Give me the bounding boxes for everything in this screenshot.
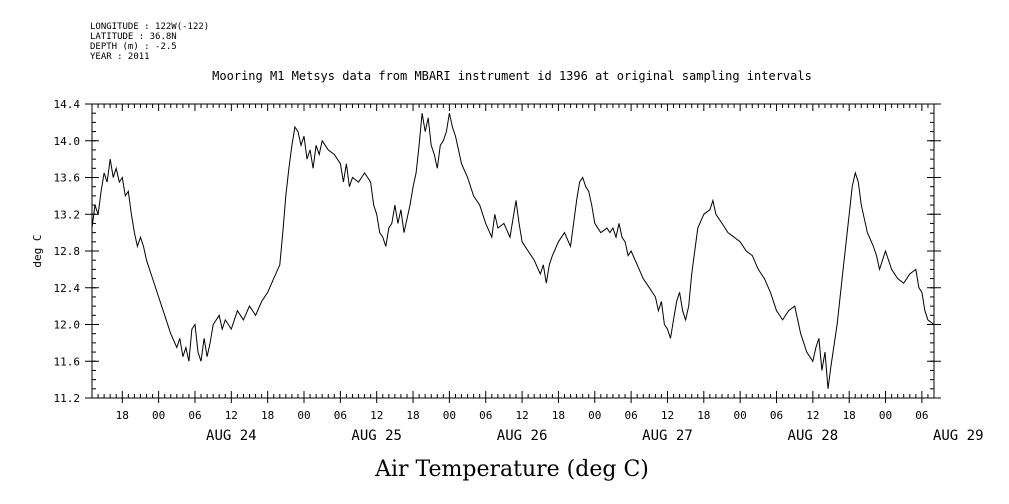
x-hour-label: 00 xyxy=(443,409,456,422)
x-hour-label: 12 xyxy=(515,409,528,422)
y-axis-label: deg C xyxy=(31,234,44,267)
series-layer xyxy=(91,113,935,389)
y-tick-label: 13.2 xyxy=(54,208,81,221)
x-day-label: AUG 25 xyxy=(351,428,402,444)
y-tick-label: 12.8 xyxy=(54,245,81,258)
y-tick-label: 11.2 xyxy=(54,392,81,405)
x-day-label: AUG 29 xyxy=(933,428,984,444)
longitude-label: LONGITUDE : 122W(-122) xyxy=(90,22,209,32)
x-axis: 18 00 06 12 18 00 06 12 18 00 06 12 18 00 06 12 18 00 06 12… xyxy=(91,104,984,444)
x-hour-label: 18 xyxy=(406,409,419,422)
depth-label: DEPTH (m) : -2.5 xyxy=(90,42,177,52)
x-hour-label: 06 xyxy=(479,409,492,422)
x-hour-label: 12 xyxy=(370,409,383,422)
x-hour-label: 18 xyxy=(552,409,565,422)
x-hour-label: 06 xyxy=(188,409,201,422)
x-hour-label: 00 xyxy=(297,409,310,422)
y-tick-label: 12.0 xyxy=(54,319,81,332)
x-hour-label: 18 xyxy=(261,409,274,422)
x-hour-label: 18 xyxy=(697,409,710,422)
x-day-label: AUG 24 xyxy=(206,428,257,444)
chart-title: Mooring M1 Metsys data from MBARI instru… xyxy=(212,69,812,83)
latitude-label: LATITUDE : 36.8N xyxy=(90,32,177,42)
y-tick-label: 14.0 xyxy=(54,135,81,148)
y-tick-label: 14.4 xyxy=(54,98,81,111)
y-tick-label: 12.4 xyxy=(54,282,81,295)
x-hour-label: 06 xyxy=(624,409,637,422)
x-hour-label: 18 xyxy=(116,409,129,422)
x-hour-label: 18 xyxy=(843,409,856,422)
series-line-air-temperature xyxy=(91,113,935,389)
y-tick-label: 13.6 xyxy=(54,172,81,185)
y-axis: 14.4 14.0 13.6 13.2 12.8 12.4 12.0 11.6 11.2 xyxy=(54,98,941,405)
x-axis-label: Air Temperature (deg C) xyxy=(374,457,649,482)
year-label: YEAR : 2011 xyxy=(90,52,150,62)
x-day-label: AUG 26 xyxy=(497,428,548,444)
x-hour-label: 12 xyxy=(225,409,238,422)
x-day-label: AUG 28 xyxy=(788,428,839,444)
x-hour-label: 00 xyxy=(734,409,747,422)
x-hour-label: 12 xyxy=(661,409,674,422)
x-hour-label: 12 xyxy=(806,409,819,422)
x-day-label: AUG 27 xyxy=(642,428,693,444)
x-hour-label: 06 xyxy=(915,409,928,422)
x-hour-label: 06 xyxy=(334,409,347,422)
x-hour-label: 00 xyxy=(152,409,165,422)
x-hour-label: 00 xyxy=(588,409,601,422)
x-hour-label: 00 xyxy=(879,409,892,422)
x-hour-label: 06 xyxy=(770,409,783,422)
y-tick-label: 11.6 xyxy=(54,355,81,368)
